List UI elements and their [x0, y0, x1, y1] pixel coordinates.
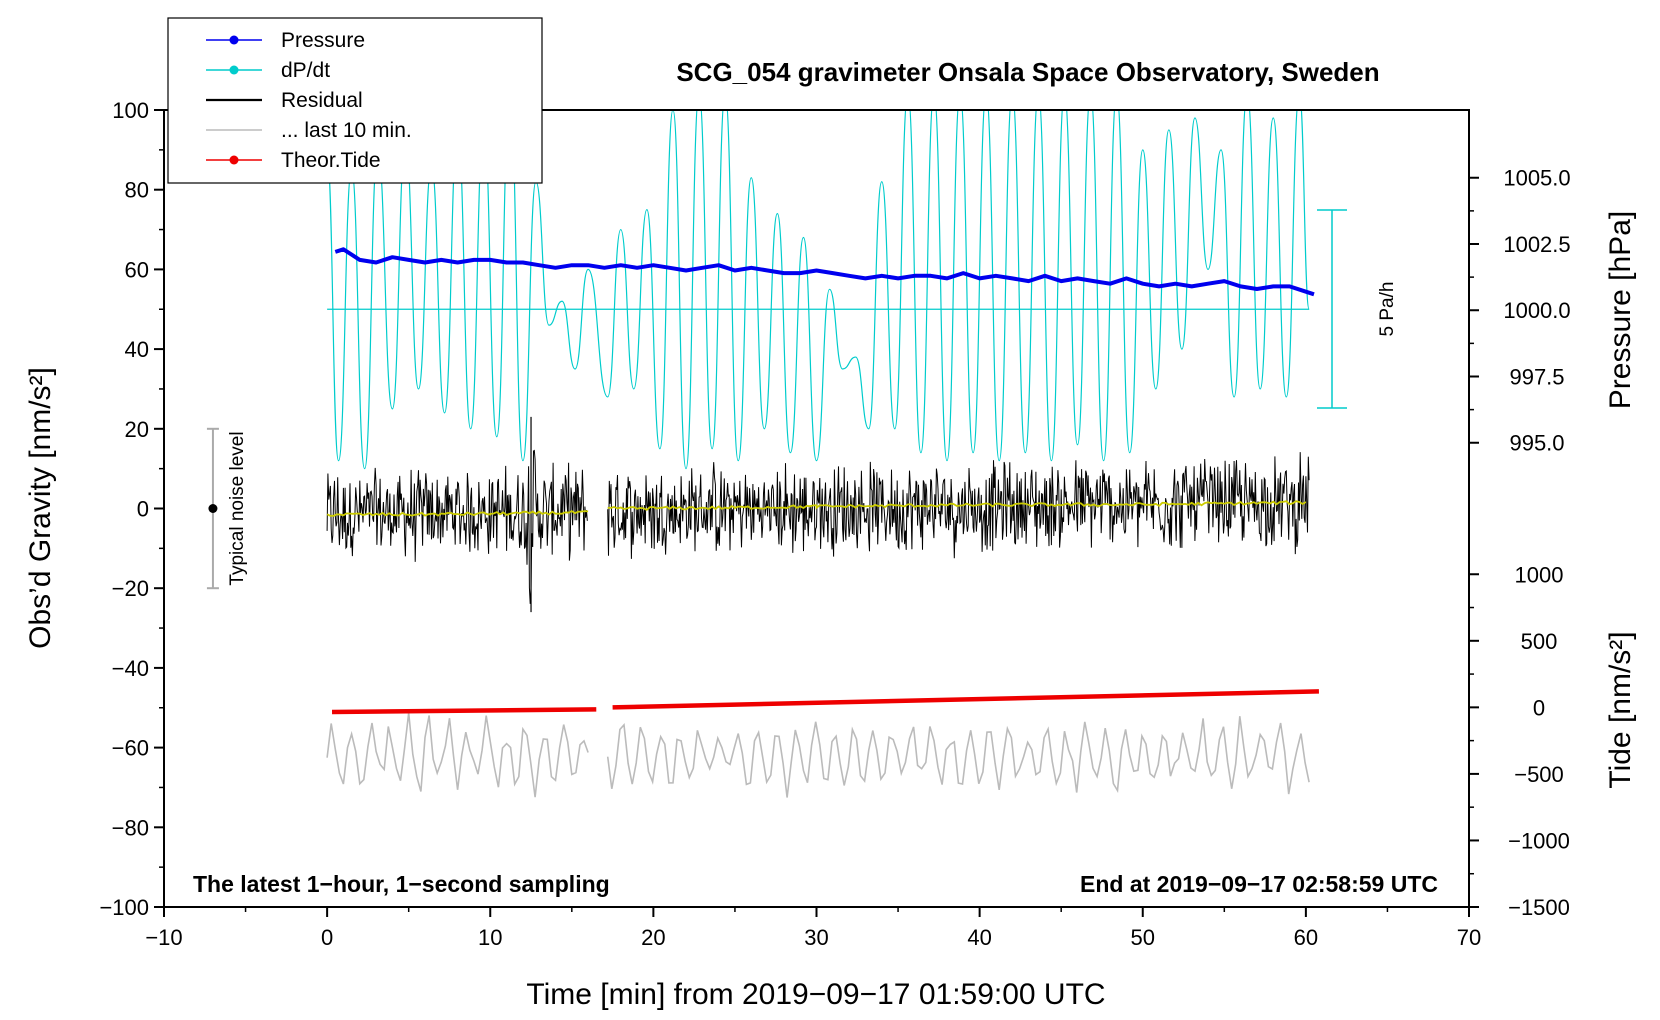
y-tick-label: 40: [125, 337, 149, 362]
legend-label: dP/dt: [281, 59, 330, 82]
chart-title: SCG_054 gravimeter Onsala Space Observat…: [676, 57, 1379, 87]
y-tick-label: −60: [112, 736, 149, 761]
y-axis-title-tide: Tide [nm/s²]: [1604, 631, 1637, 788]
tide-tick-label: −1500: [1508, 895, 1570, 920]
y-tick-label: 100: [112, 98, 149, 123]
last-10-min-line: [606, 716, 1310, 798]
y-axis-title-pressure: Pressure [hPa]: [1604, 211, 1637, 409]
legend-label: ... last 10 min.: [281, 119, 412, 142]
y-tick-label: −100: [99, 895, 149, 920]
y-axis-title-left-text: Obs’d Gravity [nm/s²]: [24, 367, 57, 649]
note-latest-hour: The latest 1−hour, 1−second sampling: [193, 871, 610, 897]
y-tick-label: −40: [112, 656, 149, 681]
x-tick-label: 10: [478, 925, 502, 950]
x-tick-label: 50: [1131, 925, 1155, 950]
tide-tick-label: 500: [1521, 629, 1558, 654]
y-tick-label: 60: [125, 257, 149, 282]
residual-smoothed-line: [607, 500, 1307, 511]
x-tick-label: 0: [321, 925, 333, 950]
tide-line: [612, 689, 1319, 710]
y-tick-label: 20: [125, 417, 149, 442]
legend-swatch-marker: [229, 65, 239, 75]
pressure-tick-label: 1005.0: [1503, 166, 1570, 191]
legend-label: Pressure: [281, 29, 365, 52]
x-tick-label: 60: [1294, 925, 1318, 950]
series-layer: [326, 110, 1319, 798]
legend-swatch-marker: [229, 35, 239, 45]
y-tick-label: −20: [112, 576, 149, 601]
noise-bar-label: Typical noise level: [227, 431, 248, 585]
tide-tick-label: 1000: [1515, 562, 1564, 587]
residual-line: [607, 452, 1310, 559]
y-tick-label: 0: [137, 497, 149, 522]
x-axis-title: Time [min] from 2019−09−17 01:59:00 UTC: [526, 978, 1105, 1011]
legend-swatch-marker: [229, 155, 239, 165]
pressure-tick-label: 995.0: [1509, 431, 1564, 456]
tide-tick-label: −500: [1514, 762, 1564, 787]
last-10-min-line: [326, 712, 589, 798]
pressure-tick-label: 1002.5: [1503, 232, 1570, 257]
pressure-tick-label: 1000.0: [1503, 298, 1570, 323]
x-tick-label: −10: [145, 925, 182, 950]
note-end-time: End at 2019−09−17 02:58:59 UTC: [1080, 871, 1438, 897]
x-tick-label: 70: [1457, 925, 1481, 950]
axes-layer: −10 0 10 20 30 40 50 60 70−100−80−60−40−20020406…: [99, 98, 1570, 950]
y-tick-label: −80: [112, 815, 149, 840]
residual-line: [326, 449, 588, 604]
y-axis-title-left: Obs’d Gravity [nm/s²]: [24, 367, 57, 649]
x-tick-label: 20: [641, 925, 665, 950]
pressure-tick-label: 997.5: [1509, 364, 1564, 389]
pressure-line: [334, 247, 1315, 297]
noise-bar-center: [208, 504, 218, 513]
legend-label: Residual: [281, 89, 363, 112]
legend-label: Theor.Tide: [281, 149, 381, 172]
tide-tick-label: −1000: [1508, 828, 1570, 853]
residual-smoothed-line: [326, 510, 589, 517]
x-tick-label: 40: [967, 925, 991, 950]
y-tick-label: 80: [125, 178, 149, 203]
legend: Pressure dP/dt Residual ... last 10 min. The…: [167, 17, 543, 184]
dpdt-scale-label: 5 Pa/h: [1377, 282, 1398, 337]
x-tick-label: 30: [804, 925, 828, 950]
tide-tick-label: 0: [1533, 695, 1545, 720]
tide-line: [331, 707, 597, 715]
